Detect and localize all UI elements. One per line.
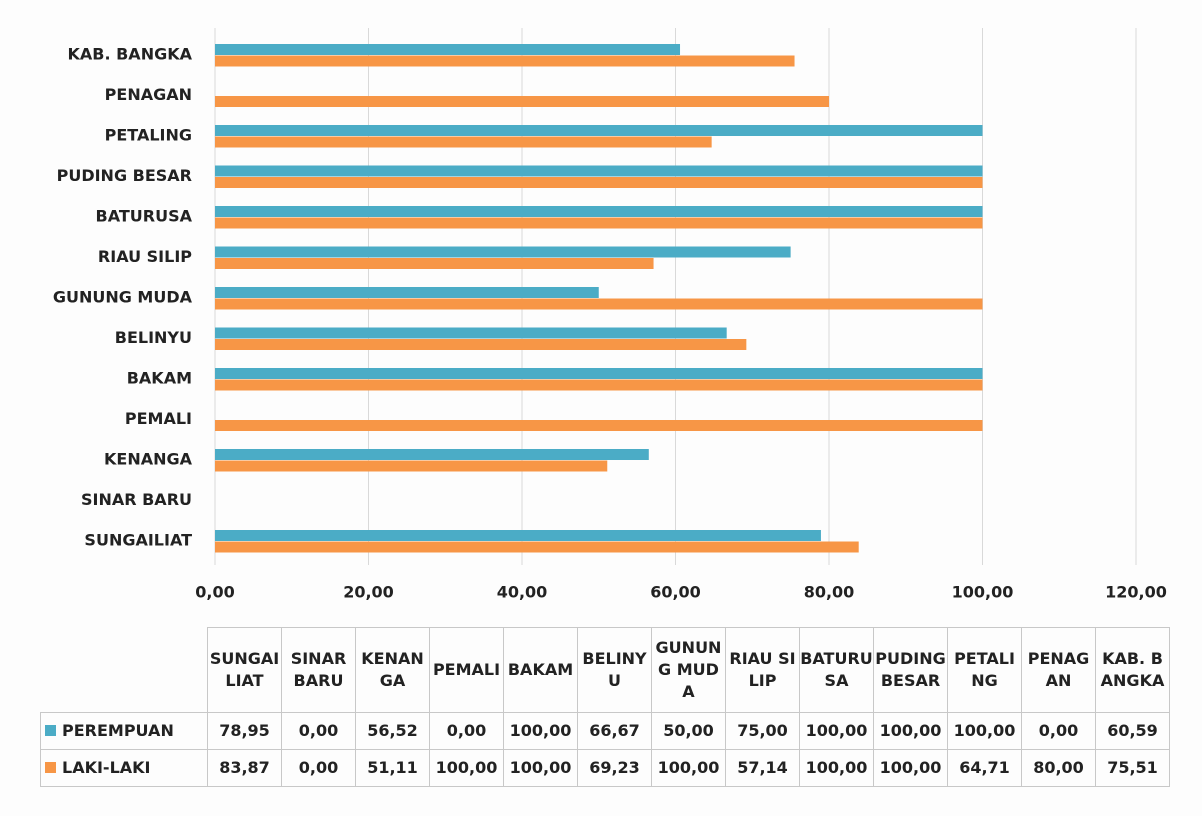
table-value: 100,00 xyxy=(504,713,578,750)
table-header: PUDING BESAR xyxy=(874,628,948,713)
legend-entry: PEREMPUAN xyxy=(41,713,208,750)
legend-entry: LAKI-LAKI xyxy=(41,750,208,787)
table-value: 56,52 xyxy=(356,713,430,750)
page: 0,0020,0040,0060,0080,00100,00120,00SUNG… xyxy=(0,0,1202,816)
table-value: 57,14 xyxy=(726,750,800,787)
y-tick-label: GUNUNG MUDA xyxy=(53,288,193,307)
bar xyxy=(215,44,680,55)
table-header: RIAU SILIP xyxy=(726,628,800,713)
bar xyxy=(215,218,983,229)
table-value: 75,00 xyxy=(726,713,800,750)
bar xyxy=(215,299,983,310)
y-tick-label: SINAR BARU xyxy=(81,490,192,509)
y-tick-label: BELINYU xyxy=(115,328,192,347)
table-header: BAKAM xyxy=(504,628,578,713)
table-header: BELINYU xyxy=(578,628,652,713)
chart: 0,00 20,00 40,00 60,00 80,00 100,00 120,00 SUNG… xyxy=(0,0,1202,620)
y-tick-label: KENANGA xyxy=(104,450,193,469)
bar xyxy=(215,449,649,460)
y-tick-label: SUNGAILIAT xyxy=(84,531,192,550)
bar xyxy=(215,380,983,391)
table-value: 80,00 xyxy=(1022,750,1096,787)
table-value: 0,00 xyxy=(430,713,504,750)
table-header: PETALING xyxy=(948,628,1022,713)
bar xyxy=(215,542,859,553)
bar xyxy=(215,56,795,67)
bar xyxy=(215,287,599,298)
bar xyxy=(215,530,821,541)
y-tick-label: BAKAM xyxy=(127,369,192,388)
bar xyxy=(215,96,829,107)
y-tick-label: PETALING xyxy=(105,126,192,145)
bar xyxy=(215,137,712,148)
y-tick-label: PEMALI xyxy=(125,409,192,428)
table-header: KAB. BANGKA xyxy=(1096,628,1170,713)
bar xyxy=(215,166,983,177)
table-header: PENAGAN xyxy=(1022,628,1096,713)
table-value: 0,00 xyxy=(282,750,356,787)
y-tick-label: PUDING BESAR xyxy=(57,166,192,185)
table-value: 66,67 xyxy=(578,713,652,750)
table-value: 78,95 xyxy=(208,713,282,750)
bar xyxy=(215,258,654,269)
bar xyxy=(215,125,983,136)
y-tick-label: KAB. BANGKA xyxy=(67,45,192,64)
x-tick-label: 100,00 xyxy=(952,583,1014,602)
table-value: 60,59 xyxy=(1096,713,1170,750)
table-value: 100,00 xyxy=(948,713,1022,750)
legend-key xyxy=(45,762,56,773)
table-value: 100,00 xyxy=(800,713,874,750)
table-header: SUNGAILIAT xyxy=(208,628,282,713)
table-value: 100,00 xyxy=(800,750,874,787)
table-value: 75,51 xyxy=(1096,750,1170,787)
bar xyxy=(215,461,607,472)
table-value: 69,23 xyxy=(578,750,652,787)
table-header: GUNUNG MUDA xyxy=(652,628,726,713)
bar xyxy=(215,368,983,379)
corner xyxy=(41,628,208,713)
table-value: 50,00 xyxy=(652,713,726,750)
x-tick-label: 20,00 xyxy=(343,583,394,602)
x-tick-label: 60,00 xyxy=(650,583,701,602)
bar xyxy=(215,420,983,431)
table-value: 100,00 xyxy=(874,750,948,787)
table-value: 100,00 xyxy=(874,713,948,750)
table-value: 51,11 xyxy=(356,750,430,787)
legend-label: LAKI-LAKI xyxy=(62,758,151,777)
table-value: 100,00 xyxy=(430,750,504,787)
table-value: 83,87 xyxy=(208,750,282,787)
table-header: KENANGA xyxy=(356,628,430,713)
bar xyxy=(215,339,746,350)
legend-key xyxy=(45,725,56,736)
table-value: 0,00 xyxy=(1022,713,1096,750)
table-value: 100,00 xyxy=(504,750,578,787)
y-tick-label: RIAU SILIP xyxy=(98,247,192,266)
x-tick-label: 40,00 xyxy=(497,583,548,602)
table-value: 0,00 xyxy=(282,713,356,750)
table-header: PEMALI xyxy=(430,628,504,713)
table-value: 64,71 xyxy=(948,750,1022,787)
x-tick-label: 0,00 xyxy=(195,583,234,602)
x-tick-label: 120,00 xyxy=(1105,583,1167,602)
y-tick-label: BATURUSA xyxy=(96,207,193,226)
bar xyxy=(215,206,983,217)
y-tick-label: PENAGAN xyxy=(105,85,192,104)
x-tick-label: 80,00 xyxy=(804,583,855,602)
table-value: 100,00 xyxy=(652,750,726,787)
table-header: BATURUSA xyxy=(800,628,874,713)
bar xyxy=(215,328,727,339)
bar xyxy=(215,247,791,258)
bar xyxy=(215,177,983,188)
legend-label: PEREMPUAN xyxy=(62,721,174,740)
table-header: SINAR BARU xyxy=(282,628,356,713)
